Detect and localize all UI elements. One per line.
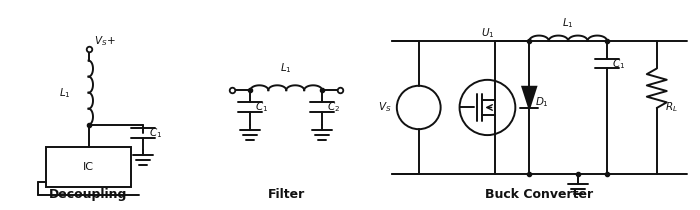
Text: $C_1$: $C_1$ bbox=[256, 100, 269, 114]
Text: Decoupling: Decoupling bbox=[50, 188, 127, 201]
Text: $R_L$: $R_L$ bbox=[665, 101, 678, 114]
Text: $L_1$: $L_1$ bbox=[59, 86, 71, 100]
Text: $L_1$: $L_1$ bbox=[562, 16, 574, 30]
Text: Filter: Filter bbox=[267, 188, 305, 201]
Bar bbox=[46, 147, 131, 187]
Text: $L_1$: $L_1$ bbox=[281, 62, 292, 75]
Text: $V_S$+: $V_S$+ bbox=[94, 34, 115, 48]
Text: $U_1$: $U_1$ bbox=[481, 26, 494, 40]
Text: $C_2$: $C_2$ bbox=[327, 100, 340, 114]
Text: $V_S$: $V_S$ bbox=[379, 101, 392, 114]
Polygon shape bbox=[522, 87, 536, 108]
Text: IC: IC bbox=[83, 162, 94, 172]
Text: Buck Converter: Buck Converter bbox=[485, 188, 594, 201]
Text: $D_1$: $D_1$ bbox=[536, 96, 550, 109]
Text: $C_1$: $C_1$ bbox=[149, 126, 162, 139]
Text: $C_1$: $C_1$ bbox=[612, 58, 625, 71]
